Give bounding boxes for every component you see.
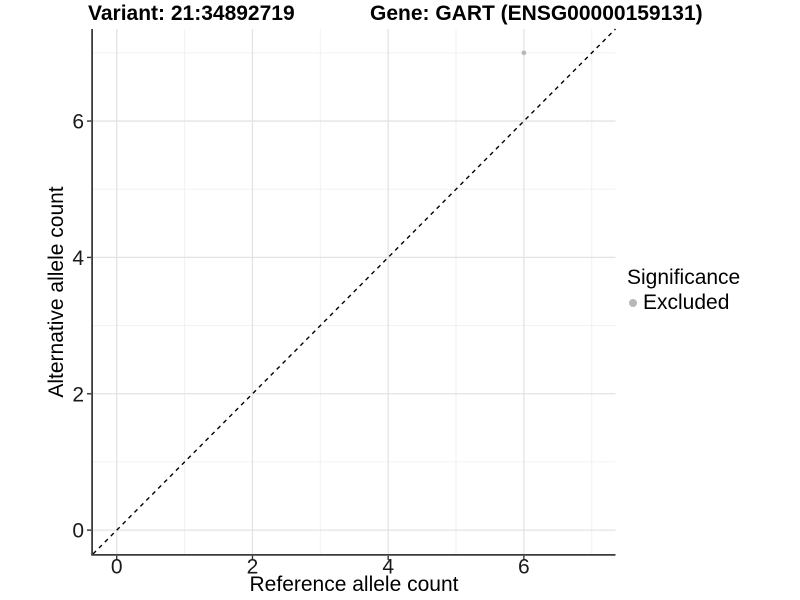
legend: Significance Excluded (627, 265, 740, 315)
x-tick-label: 0 (111, 556, 123, 579)
legend-item-excluded: Excluded (627, 291, 740, 315)
data-point (521, 50, 527, 56)
x-tick-label: 2 (247, 556, 259, 579)
y-tick-label: 2 (72, 383, 84, 406)
legend-point-icon (629, 299, 637, 307)
y-tick-label: 6 (72, 111, 84, 134)
y-tick-label: 0 (72, 520, 84, 543)
y-tick-label: 4 (72, 247, 84, 270)
gene-title: Gene: GART (ENSG00000159131) (370, 2, 703, 25)
legend-item-label: Excluded (643, 291, 730, 314)
x-axis-title: Reference allele count (249, 573, 459, 596)
y-axis-title: Alternative allele count (45, 186, 68, 398)
identity-reference-line (92, 28, 616, 555)
x-tick-label: 6 (518, 556, 530, 579)
legend-title: Significance (627, 266, 741, 289)
variant-title: Variant: 21:34892719 (88, 2, 295, 25)
x-tick-label: 4 (382, 556, 394, 579)
